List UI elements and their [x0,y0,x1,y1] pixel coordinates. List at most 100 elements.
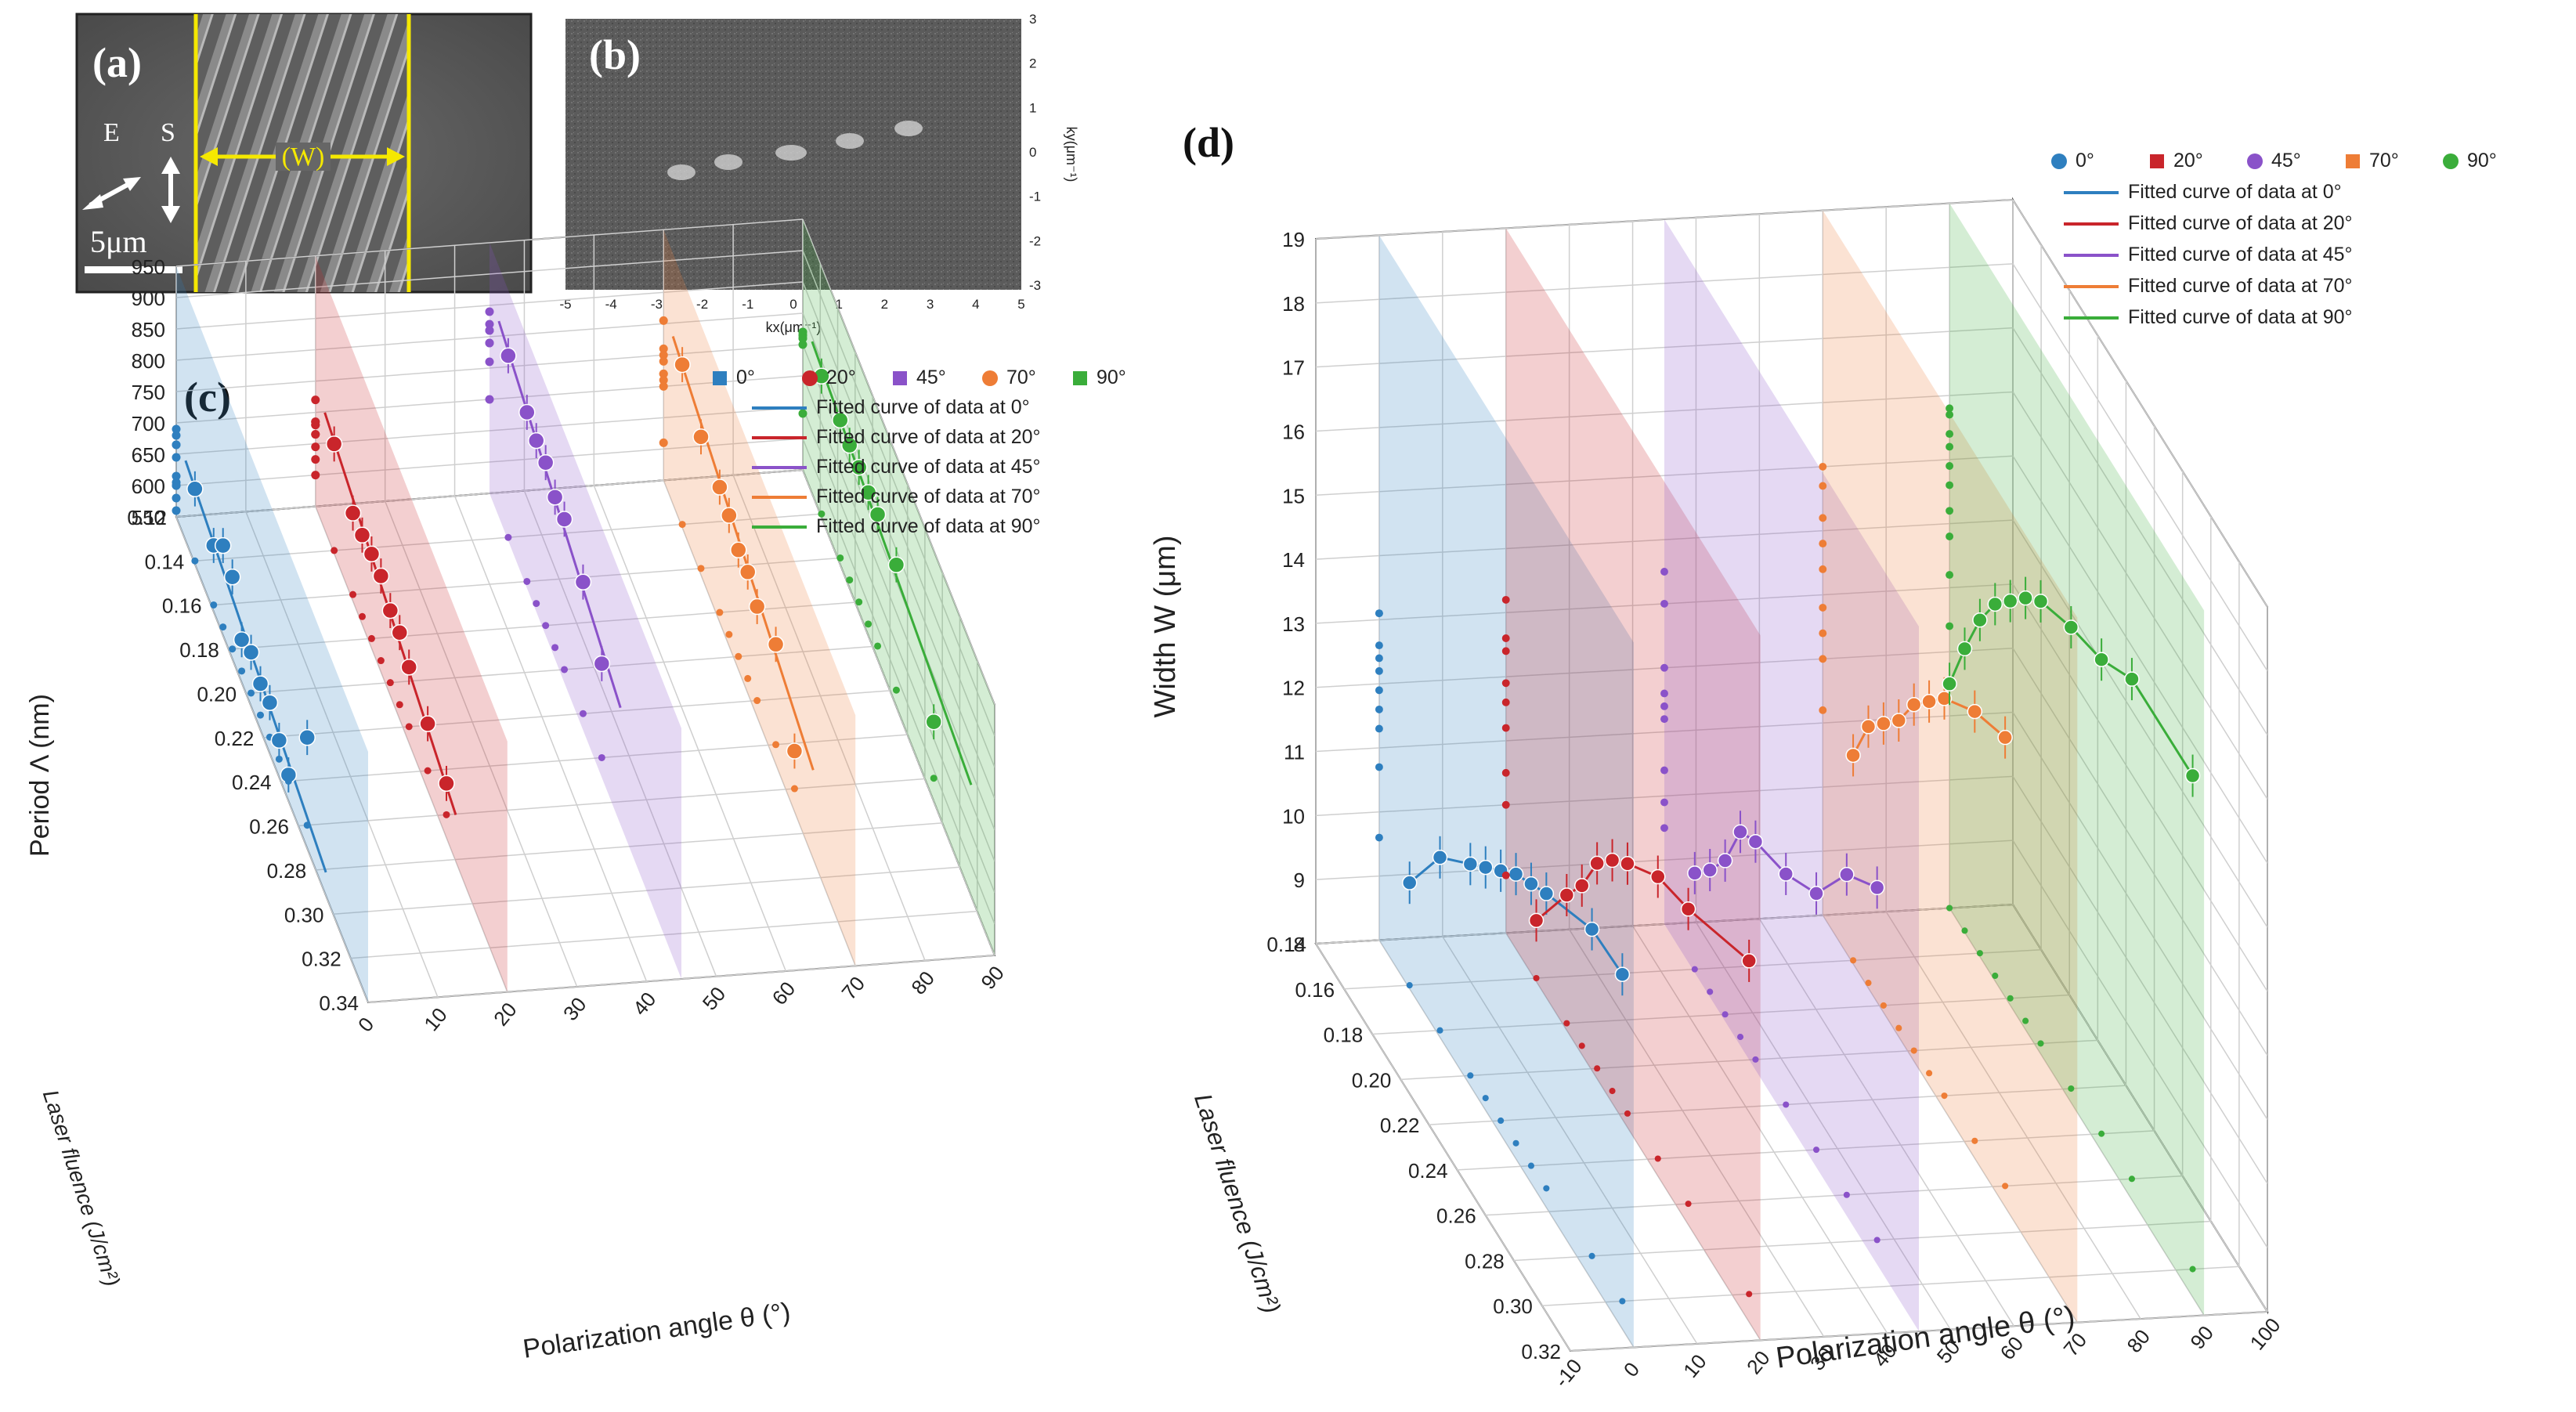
wall-projection [1375,641,1383,650]
grid-line [1315,327,2014,368]
wall-projection [485,338,494,348]
floor-projection [523,577,531,585]
floor-projection [735,652,742,660]
y-tick-label: 750 [132,381,165,404]
wall-projection [1501,724,1510,732]
e-arrow-icon [82,177,141,210]
z-tick-label: 0.18 [1324,1024,1364,1047]
floor-projection [229,645,237,653]
wall-projection [1946,622,1954,630]
data-point [1604,852,1620,869]
floor-projection [1736,1034,1744,1041]
wall-projection [1660,798,1668,807]
floor-projection [405,723,413,731]
floor-projection [1752,1056,1759,1063]
floor-projection [892,686,900,694]
grid-line [802,281,995,768]
wall-projection [1501,679,1510,688]
grid-line [1315,840,2014,880]
floor-projection [210,601,218,608]
grid-line [1569,929,1825,1338]
fft-x-tick-label: 2 [881,297,888,312]
series-45 [1660,568,1885,1244]
data-point [1477,859,1494,876]
floor-projection [836,554,844,562]
data-point [419,715,436,732]
legend-entry: 70° [1006,367,1036,388]
wall-projection [485,307,494,316]
legend-entry: 45° [2271,150,2301,172]
y-tick-label: 800 [132,349,165,373]
data-point [887,556,905,573]
z-tick-label: 0.30 [284,903,324,926]
data-point [500,347,517,364]
grid-line [175,516,369,1003]
floor-projection [716,608,724,616]
data-point [214,536,232,554]
grid-line [350,910,977,959]
wall-projection [311,430,320,439]
floor-projection [790,785,798,793]
data-point [1573,878,1590,894]
fft-y-tick-label: -2 [1029,233,1041,248]
grid-line [802,438,995,925]
data-point [1808,886,1824,901]
data-point [372,567,390,585]
data-point [739,563,757,581]
grid-line [2012,392,2268,800]
grid-line [1541,1266,2239,1306]
floor-projection [1783,1101,1790,1108]
wall-projection [1819,514,1827,522]
fft-x-tick-label: 4 [972,297,979,312]
panel-a: (W) (a) E S 5μm [75,13,533,294]
grid-line [1570,1311,2268,1352]
grid-line [175,469,804,518]
data-point [767,636,785,653]
floor-projection [874,642,882,650]
floor-projection [367,634,375,642]
grid-line [333,866,960,915]
legend-entry: 45° [916,367,946,388]
grid-line [732,475,926,961]
chart-walls [175,218,996,1004]
data-point [1538,886,1555,901]
z-tick-label: 0.14 [1266,933,1306,956]
grid-line [2012,904,2268,1313]
wall-projection [798,334,807,343]
fft-x-tick-label: 3 [927,297,934,312]
z-tick-label: 0.14 [145,550,185,573]
floor-projection [818,510,826,518]
data-point [1845,747,1861,764]
wall-projection [1819,462,1827,471]
legend-entry: Fitted curve of data at 45° [2128,244,2353,265]
y-tick-label: 600 [132,475,165,498]
grid-line [367,955,995,1003]
data-point [1987,596,2003,612]
data-point [251,675,269,692]
data-point [1967,703,1983,720]
grid-line [1315,455,2014,497]
grid-line [1513,1220,2211,1262]
wall-projection [1819,655,1827,663]
grid-line [593,485,787,972]
floor-projection [2098,1130,2105,1137]
grid-line [1315,904,2014,944]
z-tick-label: 0.24 [232,771,272,794]
plane-0 [176,266,368,1002]
floor-projection [561,666,569,673]
z-tick-label: 0.22 [215,727,255,750]
wall-projection [485,357,494,367]
floor-projection [1588,1252,1595,1259]
legend-entry: Fitted curve of data at 0° [816,396,1030,418]
x-tick-label: 0 [353,1013,378,1036]
series-90 [1942,404,2201,1273]
data-point [1936,691,1953,706]
panel-a-label: (a) [92,39,142,86]
floor-projection [2068,1085,2075,1092]
wall-projection [172,493,181,503]
series-planes [176,219,995,1002]
grid-line [1378,940,1635,1348]
floor-projection [1512,1139,1519,1147]
wall-projection [172,506,181,515]
